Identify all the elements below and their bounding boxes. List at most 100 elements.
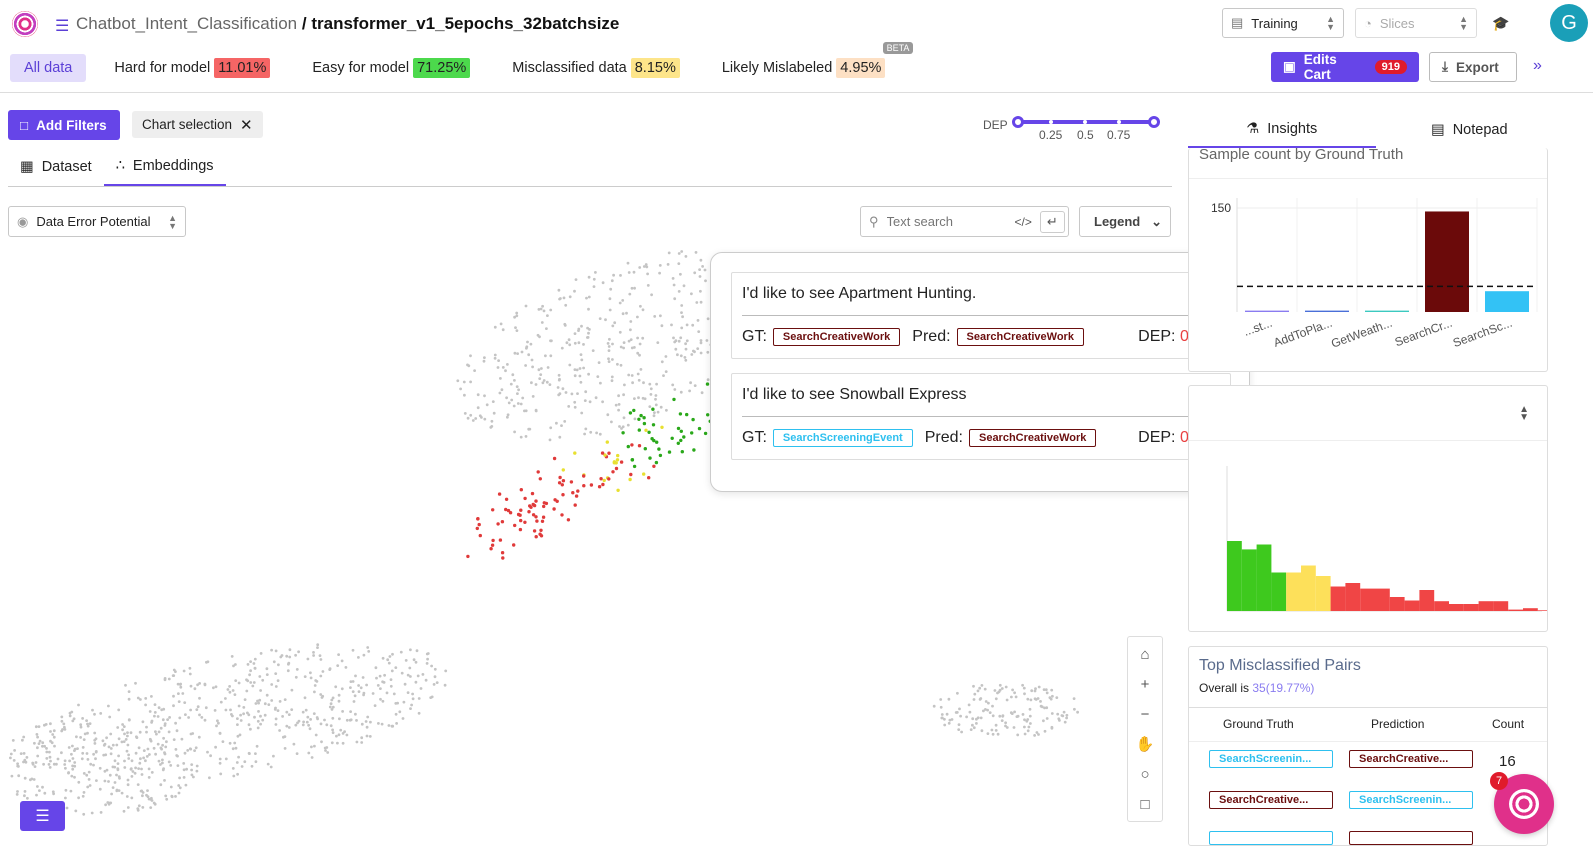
embedding-point — [537, 368, 541, 372]
add-filters-button[interactable]: □ Add Filters — [8, 110, 120, 140]
zoom-out-icon[interactable]: − — [1140, 705, 1150, 723]
avatar[interactable]: G — [1550, 4, 1588, 42]
selected-point — [628, 477, 632, 482]
embedding-point — [195, 708, 199, 711]
embedding-point — [536, 333, 540, 337]
embedding-point — [1025, 719, 1029, 723]
home-icon[interactable]: ⌂ — [1140, 645, 1150, 663]
legend-button[interactable]: Legend ⌄ — [1079, 206, 1171, 237]
embedding-point — [607, 345, 611, 348]
enter-icon[interactable]: ↵ — [1039, 210, 1065, 233]
embedding-point — [16, 790, 19, 793]
embedding-point — [102, 753, 106, 757]
close-icon[interactable]: ✕ — [240, 116, 253, 134]
embedding-point — [331, 728, 334, 732]
dep-slider-handle-min[interactable] — [1012, 116, 1024, 128]
scatter-svg[interactable] — [8, 246, 1172, 834]
embedding-point — [206, 750, 209, 754]
pair-gt-badge[interactable]: SearchScreenin... — [1209, 750, 1333, 768]
embedding-point — [73, 747, 77, 751]
tab-likely-mislabeled[interactable]: Likely Mislabeled 4.95% BETA — [708, 42, 914, 84]
slices-select[interactable]: ◔ Slices ▲ ▼ — [1355, 8, 1477, 38]
embedding-point — [1027, 725, 1031, 729]
embedding-point — [123, 766, 127, 769]
ground-truth-chart[interactable]: 150 ...st...AddToPla...GetWeath...SearchC… — [1189, 148, 1548, 372]
embedding-point — [242, 712, 246, 716]
pan-hand-icon[interactable]: ✋ — [1135, 736, 1155, 753]
project-name[interactable]: Chatbot_Intent_Classification — [76, 14, 298, 33]
embedding-point — [1029, 698, 1033, 702]
embedding-point — [474, 417, 478, 420]
search-input[interactable] — [886, 214, 1007, 229]
palette-icon: ◉ — [17, 213, 29, 229]
embedding-point — [306, 715, 310, 719]
code-icon[interactable]: </> — [1014, 214, 1032, 229]
embedding-point — [409, 675, 412, 678]
lasso-icon[interactable]: ○ — [1140, 765, 1150, 783]
tab-embeddings[interactable]: ∴ Embeddings — [103, 148, 226, 186]
embedding-point — [22, 735, 26, 739]
dep-slider-handle-max[interactable] — [1148, 116, 1160, 128]
pair-pred-badge[interactable]: SearchScreenin... — [1349, 791, 1473, 809]
embedding-point — [232, 774, 236, 778]
menu-icon[interactable]: ☰ — [55, 18, 70, 35]
box-select-icon[interactable]: □ — [1140, 795, 1150, 813]
embedding-point — [499, 322, 503, 326]
pair-gt-badge[interactable]: SearchCreative... — [1209, 791, 1333, 809]
embedding-point — [214, 745, 218, 749]
bottom-menu-button[interactable]: ☰ — [20, 801, 65, 831]
tab-dataset[interactable]: ▦ Dataset — [20, 159, 92, 175]
embedding-point — [526, 340, 529, 344]
tab-all-data[interactable]: All data — [10, 54, 87, 82]
embedding-point — [122, 809, 126, 813]
embedding-point — [351, 680, 355, 683]
pair-gt-badge[interactable] — [1209, 831, 1333, 845]
selected-point — [527, 510, 531, 514]
edits-cart-button[interactable]: ▣ Edits Cart 919 — [1271, 52, 1419, 82]
expand-panel-icon[interactable]: » — [1533, 57, 1542, 74]
embedding-point — [261, 718, 265, 722]
embedding-point — [64, 788, 68, 792]
split-select[interactable]: ▤ Training ▲ ▼ — [1222, 8, 1344, 38]
embedding-point — [483, 356, 486, 359]
embedding-point — [633, 397, 636, 400]
pair-pred-badge[interactable] — [1349, 831, 1473, 845]
tab-misclassified[interactable]: Misclassified data 8.15% — [498, 52, 694, 84]
chevron-updown-icon[interactable]: ▲ ▼ — [1519, 404, 1529, 423]
embedding-point — [62, 722, 66, 726]
embedding-point — [68, 711, 72, 715]
embedding-point — [667, 251, 671, 255]
selected-point — [538, 477, 542, 481]
embedding-point — [385, 691, 389, 695]
embedding-point — [325, 746, 329, 749]
pair-pred-badge[interactable]: SearchCreative... — [1349, 750, 1473, 768]
embedding-point — [270, 648, 273, 652]
tab-notepad[interactable]: ▤ Notepad — [1430, 122, 1508, 138]
zoom-in-icon[interactable]: + — [1140, 675, 1150, 693]
tab-insights[interactable]: ⚗ Insights — [1188, 112, 1376, 148]
tab-hard-for-model[interactable]: Hard for model 11.01% — [100, 52, 284, 84]
embedding-point — [116, 762, 120, 765]
embedding-point — [1072, 697, 1076, 700]
embedding-point — [1000, 719, 1004, 722]
embedding-point — [353, 694, 357, 698]
embedding-point — [179, 685, 183, 689]
dep-histogram[interactable] — [1189, 386, 1548, 632]
embedding-point — [573, 289, 576, 293]
embedding-point — [660, 324, 664, 328]
selected-point — [500, 551, 505, 555]
color-by-select[interactable]: ◉ Data Error Potential ▲ ▼ — [8, 206, 186, 237]
sample-card[interactable]: I'd like to see Snowball Express GT: Sea… — [731, 373, 1231, 460]
selected-point — [566, 518, 571, 522]
app-logo[interactable] — [12, 11, 38, 37]
embedding-point — [548, 438, 552, 442]
sample-card[interactable]: I'd like to see Apartment Hunting. GT: S… — [731, 272, 1231, 359]
tab-easy-for-model[interactable]: Easy for model 71.25% — [298, 52, 484, 84]
embedding-point — [259, 714, 262, 718]
graduation-cap-icon[interactable]: 🎓 — [1492, 14, 1510, 31]
embedding-point — [86, 724, 90, 728]
export-button[interactable]: ⤓ Export — [1429, 52, 1517, 82]
embedding-point — [319, 658, 323, 661]
selected-point — [654, 460, 659, 465]
embedding-point — [134, 751, 138, 755]
